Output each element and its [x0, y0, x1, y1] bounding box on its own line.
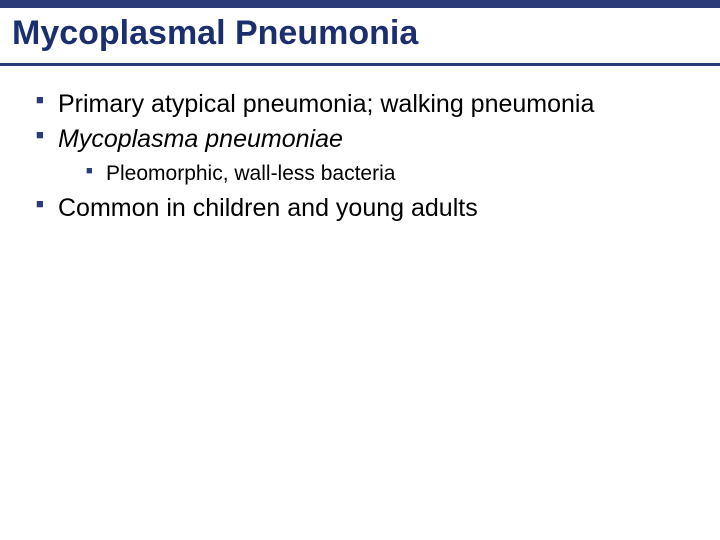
list-item: Pleomorphic, wall-less bacteria — [86, 162, 704, 186]
bullet-text: Common in children and young adults — [58, 194, 478, 222]
list-item: Primary atypical pneumonia; walking pneu… — [36, 90, 704, 119]
bullet-text: Pleomorphic, wall-less bacteria — [106, 162, 395, 185]
list-item: Mycoplasma pneumoniae Pleomorphic, wall-… — [36, 125, 704, 186]
slide-title: Mycoplasmal Pneumonia — [12, 14, 708, 53]
list-item: Common in children and young adults — [36, 194, 704, 223]
bullet-sublist: Pleomorphic, wall-less bacteria — [86, 162, 704, 186]
title-area: Mycoplasmal Pneumonia — [0, 8, 720, 66]
bullet-text: Mycoplasma pneumoniae — [58, 125, 343, 153]
slide: Mycoplasmal Pneumonia Primary atypical p… — [0, 0, 720, 540]
bullet-text: Primary atypical pneumonia; walking pneu… — [58, 90, 594, 118]
header-accent-bar — [0, 0, 720, 8]
bullet-list: Primary atypical pneumonia; walking pneu… — [36, 90, 704, 223]
content-area: Primary atypical pneumonia; walking pneu… — [0, 66, 720, 245]
